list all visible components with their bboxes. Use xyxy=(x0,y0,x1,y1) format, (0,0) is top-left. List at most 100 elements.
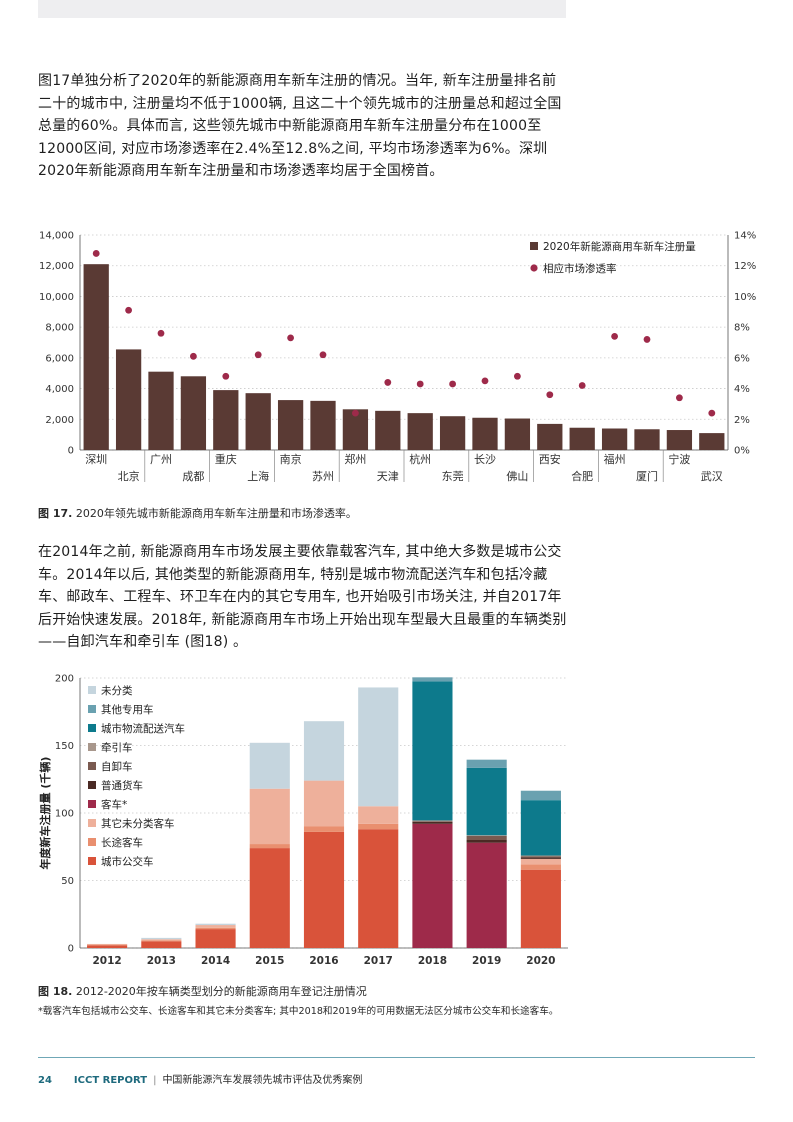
stacked-segment xyxy=(195,927,236,930)
stacked-segment xyxy=(520,790,561,801)
scatter-point xyxy=(125,306,132,314)
bar xyxy=(472,417,498,450)
stacked-segment xyxy=(358,687,399,807)
y-tick-right: 10% xyxy=(734,292,756,303)
stacked-segment xyxy=(303,780,345,827)
bar xyxy=(439,416,466,450)
scatter-point xyxy=(611,332,618,340)
y-tick-right: 4% xyxy=(734,384,750,395)
legend-swatch xyxy=(88,705,96,713)
stacked-segment xyxy=(249,844,290,849)
y-tick: 0 xyxy=(68,944,74,955)
scatter-point xyxy=(514,372,521,380)
stacked-segment xyxy=(141,939,182,941)
legend-swatch-dots xyxy=(530,264,538,272)
bar xyxy=(634,429,660,450)
x-tick-label: 北京 xyxy=(118,469,140,483)
stacked-segment xyxy=(195,923,236,926)
x-tick-label: 郑州 xyxy=(344,452,366,466)
legend-swatch xyxy=(88,781,96,789)
x-tick-label: 佛山 xyxy=(506,470,528,483)
y-axis-title: 年度新车注册量 (千辆) xyxy=(38,757,52,870)
stacked-segment xyxy=(303,826,345,832)
stacked-segment xyxy=(466,767,507,836)
legend-swatch xyxy=(88,819,96,827)
x-tick-label: 天津 xyxy=(377,470,399,483)
report-name: ICCT REPORT xyxy=(73,1075,148,1086)
bar xyxy=(180,376,207,450)
stacked-segment xyxy=(141,937,182,940)
scatter-point xyxy=(416,380,424,388)
bar xyxy=(115,349,142,450)
stacked-segment xyxy=(412,820,453,822)
bar xyxy=(407,413,433,450)
scatter-point xyxy=(287,334,294,342)
legend-swatch xyxy=(88,743,96,751)
y-tick-right: 2% xyxy=(734,415,750,426)
y-tick-right: 14% xyxy=(734,231,756,242)
legend-swatch-bars xyxy=(530,242,538,250)
legend-label: 未分类 xyxy=(101,684,133,697)
x-tick-label: 2015 xyxy=(255,955,284,967)
bar xyxy=(245,393,271,450)
stacked-segment xyxy=(303,721,345,781)
legend-label: 自卸车 xyxy=(101,760,133,773)
bar xyxy=(601,428,628,450)
bar xyxy=(277,400,304,450)
x-tick-label: 福州 xyxy=(604,452,626,466)
y-tick-left: 4,000 xyxy=(45,384,74,395)
bar xyxy=(83,264,109,450)
vehicle-type-stacked-chart: 0 50 100 150 200 年度新车注册量 (千辆) 2012 2013 2014 2015… xyxy=(38,674,568,967)
scatter-point xyxy=(676,394,683,402)
stacked-segment xyxy=(87,945,128,948)
paragraph-2: 在2014年之前, 新能源商用车市场发展主要依靠载客汽车, 其中绝大多数是城市公… xyxy=(38,544,567,651)
stacked-segment xyxy=(412,821,453,824)
report-title: 中国新能源汽车发展领先城市评估及优秀案例 xyxy=(162,1075,363,1086)
legend-swatch xyxy=(88,724,96,732)
stacked-segment xyxy=(195,925,236,928)
figure-18-footnote: *载客汽车包括城市公交车、长途客车和其它未分类客车; 其中2018和2019年的… xyxy=(38,1006,559,1017)
legend-label: 其他专用车 xyxy=(101,703,154,716)
scatter-point xyxy=(384,379,392,386)
legend-swatch xyxy=(88,762,96,770)
figure-17-text: 2020年领先城市新能源商用车新车注册量和市场渗透率。 xyxy=(72,507,357,520)
legend-label: 城市物流配送汽车 xyxy=(101,722,185,735)
bar xyxy=(666,430,693,450)
stacked-segment xyxy=(466,835,507,836)
y-tick: 200 xyxy=(55,674,74,685)
x-tick-label: 长沙 xyxy=(474,453,496,466)
y-tick-left: 8,000 xyxy=(45,323,74,334)
y-tick-left: 10,000 xyxy=(39,292,74,303)
legend-label: 客车* xyxy=(101,798,127,811)
legend-label: 其它未分类客车 xyxy=(101,817,175,830)
scatter-point xyxy=(481,377,489,385)
stacked-segment xyxy=(466,840,507,843)
scatter-point xyxy=(319,351,327,359)
figure-17-caption: 图 17. 2020年领先城市新能源商用车新车注册量和市场渗透率。 xyxy=(38,505,357,521)
x-tick-label: 2020 xyxy=(526,955,555,967)
page-footer: 24 ICCT REPORT | 中国新能源汽车发展领先城市评估及优秀案例 xyxy=(38,1071,362,1086)
scatter-point xyxy=(449,380,456,388)
x-tick-label: 东莞 xyxy=(442,470,464,483)
x-tick-label: 南京 xyxy=(280,452,302,466)
y-tick-right: 0% xyxy=(734,446,750,457)
stacked-segment xyxy=(412,821,453,822)
scatter-point xyxy=(254,351,262,359)
stacked-segment xyxy=(249,848,290,948)
x-tick-label: 2019 xyxy=(472,955,501,967)
scatter-point xyxy=(92,250,100,257)
x-tick-label: 上海 xyxy=(247,469,269,483)
x-tick-label: 宁波 xyxy=(668,452,690,466)
y-tick-left: 2,000 xyxy=(45,415,74,426)
y-tick: 50 xyxy=(61,876,74,887)
x-tick-label: 厦门 xyxy=(636,469,658,483)
stacked-segment xyxy=(195,929,236,948)
y-tick-right: 6% xyxy=(734,353,750,364)
stacked-segment xyxy=(358,829,399,948)
legend-swatch xyxy=(88,800,96,808)
y-tick-right: 8% xyxy=(734,323,750,334)
legend-label: 城市公交车 xyxy=(101,855,154,868)
y-tick-right: 12% xyxy=(734,261,756,272)
figure-18-caption: 图 18. 2012-2020年按车辆类型划分的新能源商用车登记注册情况 xyxy=(38,983,367,999)
x-tick-label: 成都 xyxy=(182,470,204,483)
